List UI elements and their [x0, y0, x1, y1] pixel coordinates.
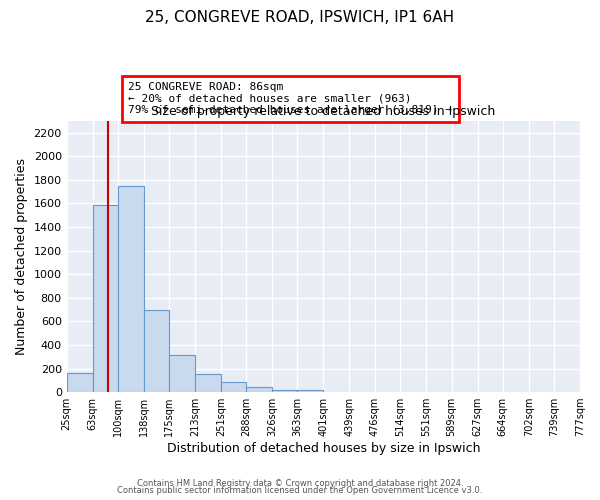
Bar — [67, 373, 92, 392]
Bar — [92, 204, 118, 392]
X-axis label: Distribution of detached houses by size in Ipswich: Distribution of detached houses by size … — [167, 442, 480, 455]
Bar — [221, 382, 246, 392]
Bar — [118, 186, 144, 392]
Bar — [195, 374, 221, 392]
Text: 25, CONGREVE ROAD, IPSWICH, IP1 6AH: 25, CONGREVE ROAD, IPSWICH, IP1 6AH — [145, 10, 455, 25]
Bar — [298, 390, 323, 392]
Bar — [272, 390, 298, 392]
Y-axis label: Number of detached properties: Number of detached properties — [15, 158, 28, 355]
Text: Contains HM Land Registry data © Crown copyright and database right 2024.: Contains HM Land Registry data © Crown c… — [137, 478, 463, 488]
Text: Contains public sector information licensed under the Open Government Licence v3: Contains public sector information licen… — [118, 486, 482, 495]
Bar — [144, 310, 169, 392]
Text: 25 CONGREVE ROAD: 86sqm
← 20% of detached houses are smaller (963)
79% of semi-d: 25 CONGREVE ROAD: 86sqm ← 20% of detache… — [128, 82, 452, 116]
Bar — [246, 387, 272, 392]
Bar — [169, 355, 195, 392]
Title: Size of property relative to detached houses in Ipswich: Size of property relative to detached ho… — [151, 106, 496, 118]
